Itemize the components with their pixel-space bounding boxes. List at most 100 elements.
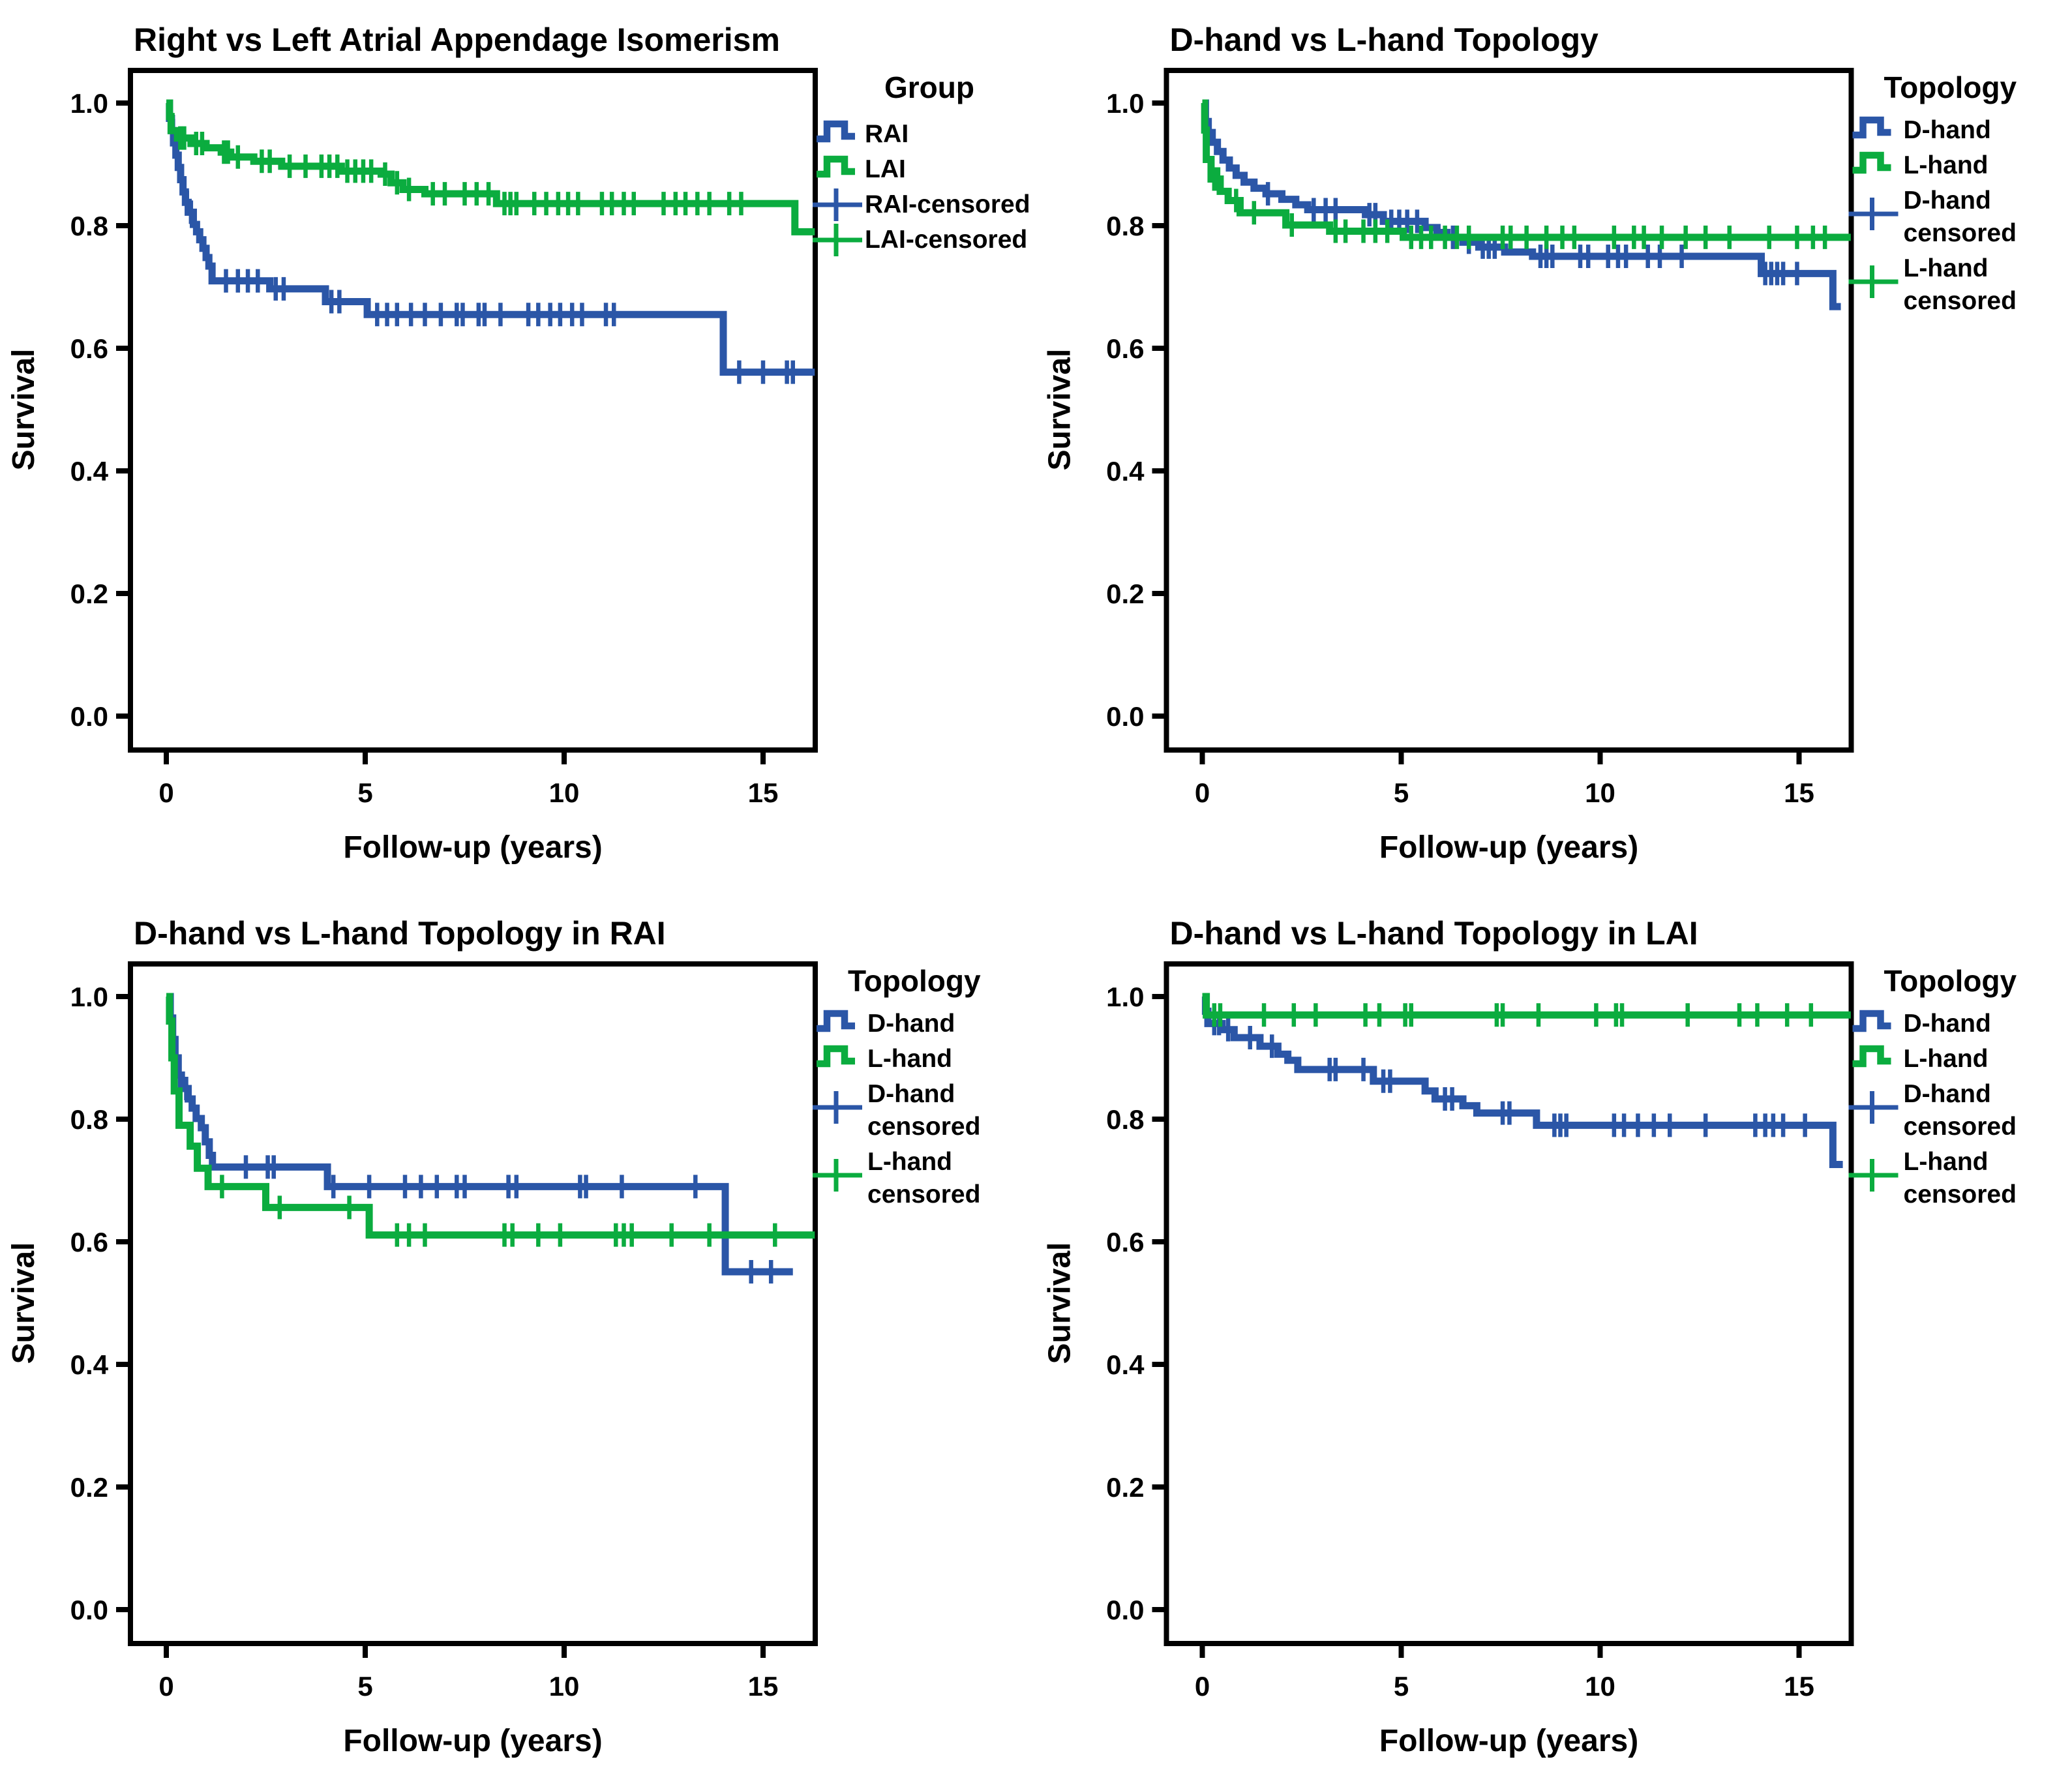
y-tick-label: 1.0 <box>1106 88 1144 119</box>
legend-item-label: L-hand <box>1904 151 1989 179</box>
legend-item-l-hand: L-hand <box>1852 1045 1989 1073</box>
l-hand-censored-marks <box>1212 167 1827 249</box>
x-tick-label: 0 <box>1195 1671 1210 1702</box>
x-tick-label: 15 <box>748 1671 779 1702</box>
legend-item-l-hand-censored: L-hand censored <box>813 1148 980 1209</box>
legend-item-label: RAI <box>865 120 908 148</box>
plot-frame <box>1164 961 1854 1646</box>
x-tick-label: 5 <box>357 1671 372 1702</box>
y-tick-label: 0.4 <box>1106 456 1145 487</box>
legend-item-label: LAI <box>865 155 906 183</box>
legend-item-label: D-hand <box>1904 1080 1991 1108</box>
panel-title: D-hand vs L-hand Topology <box>1170 22 1599 58</box>
legend-item-d-hand: D-hand <box>1852 1010 1991 1038</box>
legend-item-label: D-hand <box>867 1010 955 1038</box>
x-tick-label: 5 <box>357 777 372 808</box>
y-axis-label: Survival <box>1043 349 1077 471</box>
y-tick-label: 0.8 <box>70 211 108 241</box>
d-hand-survival-curve <box>1201 993 1843 1169</box>
x-tick-label: 10 <box>1585 777 1615 808</box>
km-chart-3: D-hand vs L-hand Topology in LAI 0.0 0.2 0.… <box>1043 915 2017 1758</box>
legend-item-d-hand-censored: D-hand censored <box>813 1080 980 1141</box>
km-chart-0: Right vs Left Atrial Appendage Isomerism… <box>7 22 1030 865</box>
l-hand-censored-marks <box>1212 1003 1814 1027</box>
plot-frame <box>1164 68 1854 753</box>
legend-title: Topology <box>1884 70 2017 104</box>
x-tick-label: 0 <box>1195 777 1210 808</box>
plot-frame <box>128 961 818 1646</box>
x-tick-label: 0 <box>158 1671 173 1702</box>
legend-item-label: censored <box>1904 1180 2017 1209</box>
legend-step-line-icon <box>1852 1045 1891 1068</box>
y-tick-label: 0.4 <box>70 456 109 487</box>
y-axis-label: Survival <box>1043 1242 1077 1364</box>
panel-dhand-vs-lhand: D-hand vs L-hand Topology 0.0 0.2 0.4 0.6 0.8… <box>1036 0 2072 894</box>
legend-step-line-icon <box>1852 1010 1891 1032</box>
legend-item-rai-censored: RAI-censored <box>813 188 1030 221</box>
legend-item-label: D-hand <box>867 1080 955 1108</box>
y-tick-label: 0.8 <box>1106 211 1144 241</box>
legend-item-l-hand-censored: L-hand censored <box>1848 254 2017 315</box>
legend-item-label: L-hand <box>1904 1148 1989 1176</box>
y-tick-label: 1.0 <box>70 982 108 1012</box>
y-tick-label: 1.0 <box>1106 982 1144 1012</box>
y-tick-label: 0.2 <box>1106 1472 1144 1503</box>
legend-title: Topology <box>1884 964 2017 998</box>
legend-item-label: L-hand <box>1904 1045 1989 1073</box>
panel-title: D-hand vs L-hand Topology in LAI <box>1170 915 1698 952</box>
legend-item-rai: RAI <box>817 120 908 148</box>
y-tick-label: 0.0 <box>70 701 108 732</box>
legend-step-line-icon <box>817 120 855 143</box>
y-tick-label: 0.2 <box>70 578 108 609</box>
d-hand-censored-marks <box>1212 1012 1807 1137</box>
legend-item-lai-censored: LAI-censored <box>813 224 1027 256</box>
x-axis-label: Follow-up (years) <box>343 1724 602 1758</box>
l-hand-survival-curve <box>166 993 815 1239</box>
legend-step-line-icon <box>817 1045 855 1068</box>
panel-rai-vs-lai: Right vs Left Atrial Appendage Isomerism… <box>0 0 1036 894</box>
x-tick-label: 10 <box>549 1671 580 1702</box>
l-hand-survival-curve <box>1202 993 1851 1019</box>
legend-item-label: RAI-censored <box>865 190 1030 218</box>
y-tick-label: 0.8 <box>1106 1104 1144 1135</box>
legend-title: Topology <box>848 964 981 998</box>
legend-step-line-icon <box>1852 151 1891 174</box>
panel-dhand-vs-lhand-in-lai: D-hand vs L-hand Topology in LAI 0.0 0.2 0.… <box>1036 894 2072 1787</box>
legend-item-label: censored <box>1904 219 2017 247</box>
legend-item-d-hand: D-hand <box>1852 116 1991 144</box>
x-tick-label: 10 <box>549 777 580 808</box>
y-tick-label: 0.6 <box>1106 333 1144 364</box>
legend-item-label: LAI-censored <box>865 226 1027 254</box>
legend-step-line-icon <box>1852 116 1891 139</box>
panel-dhand-vs-lhand-in-rai: D-hand vs L-hand Topology in RAI 0.0 0.2 0.… <box>0 894 1036 1787</box>
panel-title: Right vs Left Atrial Appendage Isomerism <box>134 22 780 58</box>
x-axis-label: Follow-up (years) <box>1379 1724 1638 1758</box>
x-axis-label: Follow-up (years) <box>343 830 602 865</box>
y-axis-label: Survival <box>7 349 41 471</box>
y-tick-label: 0.0 <box>70 1595 108 1625</box>
rai-censored-marks <box>171 119 795 384</box>
x-tick-label: 5 <box>1394 1671 1409 1702</box>
x-tick-label: 15 <box>1784 777 1814 808</box>
legend-item-d-hand: D-hand <box>817 1010 955 1038</box>
y-tick-label: 0.0 <box>1106 1595 1144 1625</box>
legend-item-d-hand-censored: D-hand censored <box>1848 1080 2017 1141</box>
legend-title: Group <box>884 70 974 104</box>
km-chart-2: D-hand vs L-hand Topology in RAI 0.0 0.2 0.… <box>7 915 981 1758</box>
legend-item-label: L-hand <box>867 1148 952 1176</box>
plot-frame <box>128 68 818 753</box>
x-tick-label: 15 <box>748 777 779 808</box>
lai-censored-marks <box>178 126 743 216</box>
legend-item-label: D-hand <box>1904 187 1991 215</box>
d-hand-censored-marks <box>1265 182 1799 286</box>
legend-item-label: censored <box>867 1113 980 1141</box>
legend-item-lai: LAI <box>817 155 906 183</box>
x-tick-label: 10 <box>1585 1671 1615 1702</box>
legend-item-label: L-hand <box>1904 254 1989 282</box>
legend-item-l-hand: L-hand <box>1852 151 1989 179</box>
x-axis-label: Follow-up (years) <box>1379 830 1638 865</box>
km-chart-1: D-hand vs L-hand Topology 0.0 0.2 0.4 0.6 0.8… <box>1043 22 2017 865</box>
y-tick-label: 0.2 <box>70 1472 108 1503</box>
y-tick-label: 0.4 <box>1106 1349 1145 1380</box>
